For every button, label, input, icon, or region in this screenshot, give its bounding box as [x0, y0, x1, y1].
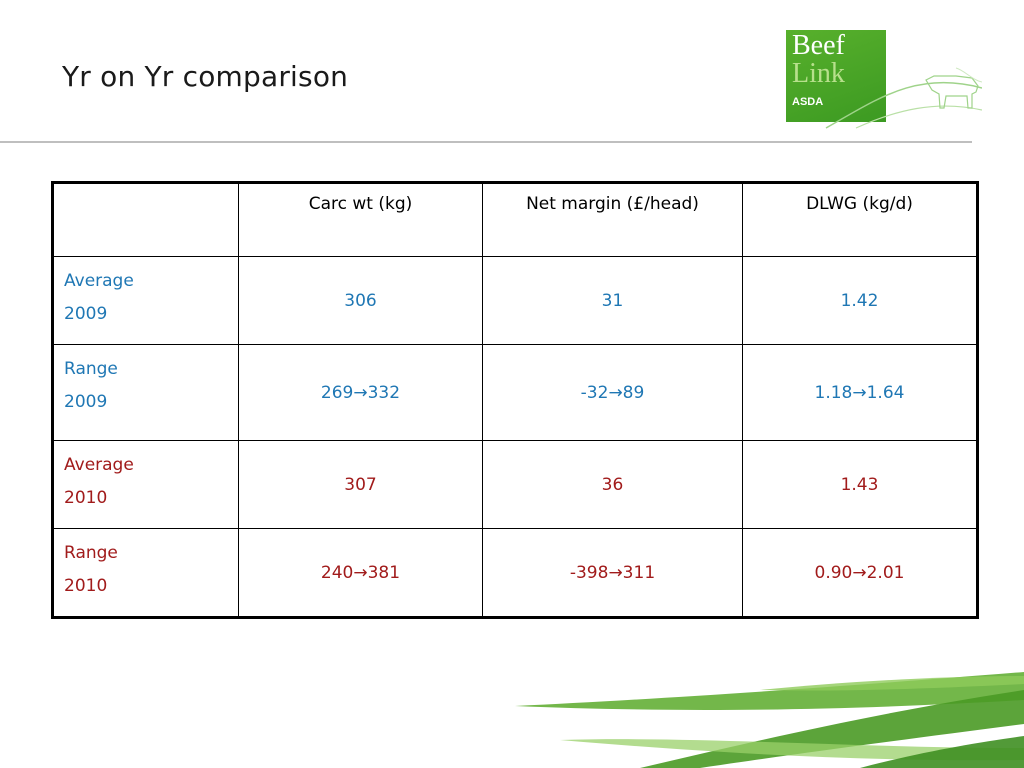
cell-carc: 307 — [238, 439, 483, 530]
row-label-year: 2010 — [64, 576, 108, 597]
logo-badge — [786, 30, 886, 122]
cell-dlwg: 0.90→2.01 — [742, 528, 978, 618]
slide-title: Yr on Yr comparison — [62, 60, 349, 93]
row-label: Average 2009 — [52, 255, 239, 346]
row-label-year: 2009 — [64, 304, 108, 324]
cow-outline-icon — [825, 67, 982, 129]
row-label-type: Average — [64, 455, 134, 475]
header-dlwg: DLWG (kg/d) — [742, 182, 978, 257]
cell-margin: 31 — [482, 255, 743, 346]
cell-carc: 306 — [238, 255, 483, 346]
table-row: Range 2010 240→381 -398→311 0.90→2.01 — [52, 528, 978, 618]
header-row: Carc wt (kg) Net margin (£/head) DLWG (k… — [52, 182, 978, 257]
cell-dlwg: 1.42 — [742, 255, 978, 346]
beef-link-logo: Beef Link ASDA — [786, 30, 982, 130]
cell-dlwg: 1.18→1.64 — [742, 344, 978, 441]
row-label-type: Range — [64, 543, 118, 564]
row-label-type: Range — [64, 359, 118, 380]
row-label-type: Average — [64, 271, 134, 291]
cell-carc: 240→381 — [238, 528, 483, 618]
logo-text-link: Link — [792, 58, 845, 89]
row-label-year: 2009 — [64, 392, 108, 413]
row-label: Range 2009 — [52, 344, 239, 441]
cell-margin: -398→311 — [482, 528, 743, 618]
logo-text-asda: ASDA — [792, 96, 824, 108]
table-row: Average 2010 307 36 1.43 — [52, 439, 978, 530]
cell-margin: 36 — [482, 439, 743, 530]
logo-text-beef: Beef — [792, 30, 845, 61]
cell-margin: -32→89 — [482, 344, 743, 441]
row-label: Range 2010 — [52, 528, 239, 618]
row-label: Average 2010 — [52, 439, 239, 530]
table-row: Range 2009 269→332 -32→89 1.18→1.64 — [52, 344, 978, 441]
cell-dlwg: 1.43 — [742, 439, 978, 530]
header-carc-wt: Carc wt (kg) — [238, 182, 483, 257]
cell-carc: 269→332 — [238, 344, 483, 441]
comparison-table: Carc wt (kg) Net margin (£/head) DLWG (k… — [51, 181, 979, 619]
header-empty — [52, 182, 239, 257]
header-net-margin: Net margin (£/head) — [482, 182, 743, 257]
table-row: Average 2009 306 31 1.42 — [52, 255, 978, 346]
row-label-year: 2010 — [64, 488, 108, 508]
title-divider — [0, 141, 972, 143]
